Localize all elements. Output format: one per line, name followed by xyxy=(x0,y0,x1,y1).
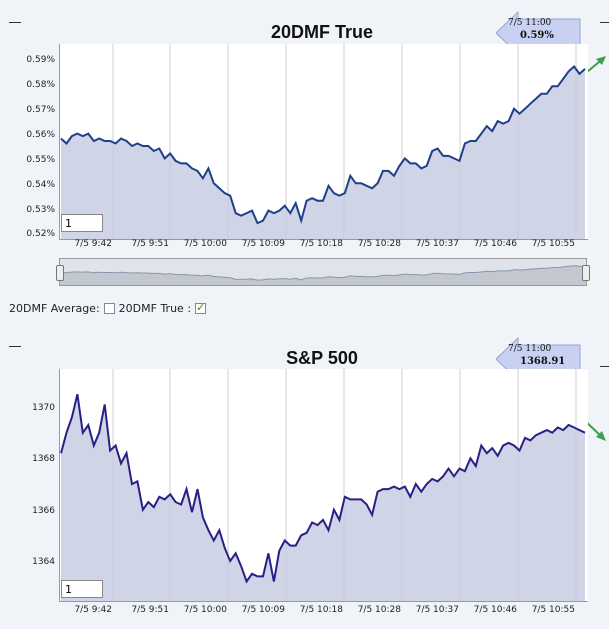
chart2-axes: 1364 1366 1368 1370 7/5 9:42 7/5 9:51 7/5 10:0… xyxy=(32,403,575,615)
chart1-y-tick-label: 0.59% xyxy=(26,55,55,65)
chart1-axes: 0.52% 0.53% 0.54% 0.55% 0.56% 0.57% 0.58% 0.59%… xyxy=(26,55,575,249)
chart1-series-area xyxy=(61,66,585,239)
chart1-x-tick-label: 7/5 10:55 xyxy=(532,239,575,249)
legend-avg-label: 20DMF Average: xyxy=(9,302,100,315)
chart2-series-line xyxy=(60,393,586,584)
chart1-x-tick-label: 7/5 10:00 xyxy=(184,239,228,249)
legend-avg-checkbox[interactable] xyxy=(103,303,115,314)
navigator-left-handle[interactable] xyxy=(56,265,64,281)
chart1-y-tick-label: 0.58% xyxy=(26,80,55,90)
chart2-series-area xyxy=(61,394,585,601)
chart2-callout-value: 1368.91 xyxy=(520,356,566,367)
chart1-x-tick-label: 7/5 10:09 xyxy=(242,239,286,249)
chart1-y-tick-label: 0.52% xyxy=(26,229,55,239)
navigator-line xyxy=(59,265,587,281)
chart1-y-tick-label: 0.54% xyxy=(26,180,55,190)
navigator-series xyxy=(59,265,587,285)
series-legend: 20DMF Average: 20DMF True : xyxy=(9,301,210,315)
chart2-y-tick-label: 1370 xyxy=(32,403,55,413)
chart1-x-tick-label: 7/5 9:42 xyxy=(74,239,112,249)
legend-true-label: 20DMF True : xyxy=(118,302,192,315)
chart2-x-tick-label: 7/5 10:18 xyxy=(300,605,344,615)
chart2-x-tick-label: 7/5 10:37 xyxy=(416,605,459,615)
chart1-series-line xyxy=(60,65,586,225)
top-left-dash xyxy=(9,22,21,23)
chart1-y-tick-label: 0.53% xyxy=(26,205,55,215)
chart2-x-tick-label: 7/5 10:00 xyxy=(184,605,228,615)
chart1-zoom-input[interactable]: 1 xyxy=(61,214,103,232)
chart2-x-tick-label: 7/5 10:55 xyxy=(532,605,575,615)
chart1-x-tick-label: 7/5 9:51 xyxy=(131,239,169,249)
chart1-callout-time: 7/5 11:00 xyxy=(508,18,552,28)
chart1-svg xyxy=(60,44,586,239)
chart2-title: S&P 500 xyxy=(286,348,358,368)
bottom-right-dash xyxy=(600,366,609,367)
top-right-dash xyxy=(600,22,609,23)
chart2-callout-time: 7/5 11:00 xyxy=(508,344,552,354)
navigator-area xyxy=(60,265,586,285)
chart1-title: 20DMF True xyxy=(270,22,374,42)
chart2-y-tick-label: 1366 xyxy=(32,506,55,516)
chart2-x-tick-label: 7/5 10:28 xyxy=(358,605,402,615)
chart1-x-tick-label: 7/5 10:18 xyxy=(300,239,344,249)
chart2-x-tick-label: 7/5 9:42 xyxy=(74,605,112,615)
legend-true-checkbox[interactable] xyxy=(195,301,207,314)
chart-navigator[interactable] xyxy=(56,258,590,286)
chart1-y-tick-label: 0.56% xyxy=(26,130,55,140)
chart2-x-tick-label: 7/5 9:51 xyxy=(131,605,169,615)
chart1-x-tick-label: 7/5 10:46 xyxy=(474,239,518,249)
chart1-x-tick-label: 7/5 10:37 xyxy=(416,239,459,249)
chart1-y-tick-label: 0.55% xyxy=(26,155,55,165)
chart2-y-tick-label: 1368 xyxy=(32,454,55,464)
navigator-right-handle[interactable] xyxy=(582,265,590,281)
chart2-y-tick-label: 1364 xyxy=(32,557,55,567)
chart2-svg xyxy=(60,369,586,601)
chart2-zoom-input[interactable]: 1 xyxy=(61,580,103,598)
bottom-left-dash xyxy=(9,346,21,347)
chart2-plot xyxy=(59,369,588,602)
chart1-plot xyxy=(59,44,588,240)
chart1-callout-value: 0.59% xyxy=(520,30,554,41)
chart1-y-tick-label: 0.57% xyxy=(26,105,55,115)
chart1-x-tick-label: 7/5 10:28 xyxy=(358,239,402,249)
chart2-x-tick-label: 7/5 10:46 xyxy=(474,605,518,615)
chart2-x-tick-label: 7/5 10:09 xyxy=(242,605,286,615)
